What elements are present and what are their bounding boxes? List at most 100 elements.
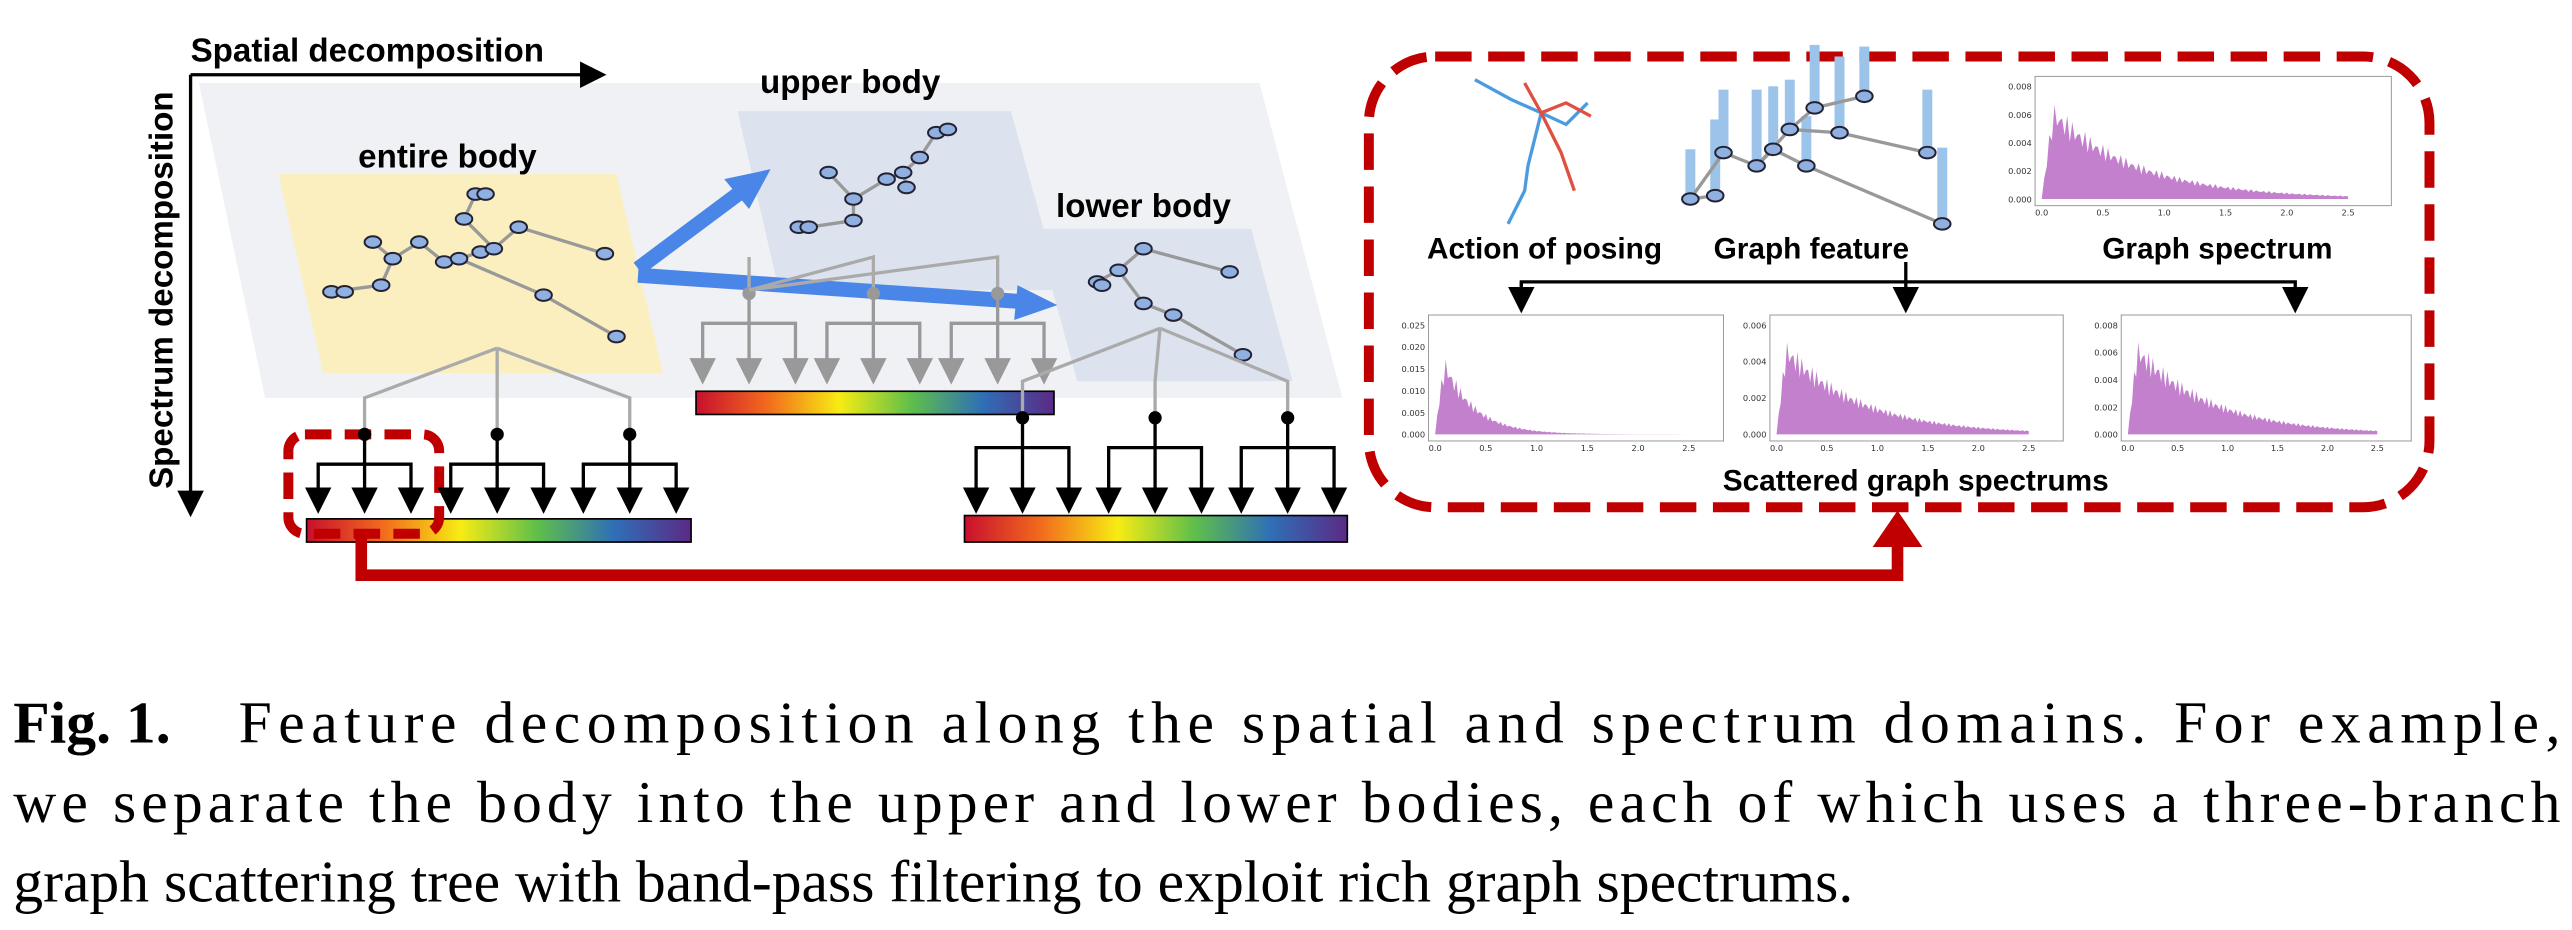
graph-edge <box>1689 151 1725 200</box>
x-tick-label: 0.5 <box>1479 443 1492 453</box>
tree-node <box>866 286 880 301</box>
x-tick-label: 1.0 <box>1871 443 1884 453</box>
panel-label: Scattered graph spectrums <box>1723 465 2109 498</box>
y-tick-label: 0.008 <box>2094 320 2118 330</box>
y-tick-label: 0.020 <box>1402 342 1426 352</box>
x-tick-label: 2.0 <box>1632 443 1645 453</box>
feature-bar <box>1834 56 1845 133</box>
feature-bar <box>1685 149 1696 200</box>
graph-node <box>1918 145 1937 160</box>
graph-node <box>335 285 354 299</box>
graph-node <box>844 192 863 206</box>
x-tick-label: 0.0 <box>1429 443 1442 453</box>
x-tick-label: 0.0 <box>1770 443 1783 453</box>
tree-branch <box>496 346 632 435</box>
graph-node <box>449 251 469 266</box>
split-arrows <box>633 169 1058 320</box>
x-tick-label: 0.0 <box>2121 443 2134 453</box>
caption-line: we separate the body into the upper and … <box>13 769 2560 835</box>
panel-label: Graph spectrum <box>2102 233 2332 266</box>
x-tick-label: 2.5 <box>2342 208 2355 218</box>
upper-panel <box>737 111 1061 291</box>
caption-line: Feature decomposition along the spatial … <box>239 690 2561 756</box>
tree-node <box>490 427 504 441</box>
graph-edge <box>1172 313 1244 357</box>
x-tick-label: 2.5 <box>1682 443 1695 453</box>
x-tick-label: 2.0 <box>2280 208 2293 218</box>
tree-fork <box>1239 445 1336 508</box>
x-tick-label: 2.0 <box>2321 443 2334 453</box>
y-tick-label: 0.006 <box>2094 348 2118 358</box>
tree-node <box>1281 411 1295 425</box>
x-tick-label: 2.5 <box>2022 443 2035 453</box>
panel-label: Action of posing <box>1427 233 1662 266</box>
branch-bracket <box>1508 261 2309 314</box>
tree-fork <box>1107 445 1204 508</box>
graph-node <box>1681 192 1700 206</box>
histogram-shape <box>1776 341 2029 435</box>
x-tick-label: 2.0 <box>1972 443 1985 453</box>
y-tick-label: 0.004 <box>1743 357 1767 367</box>
tree-fork <box>581 462 678 508</box>
tree-branch <box>1153 328 1162 418</box>
link-arrow <box>355 533 1904 582</box>
x-tick-label: 0.0 <box>2035 208 2048 218</box>
graph-edge <box>542 293 618 339</box>
y-tick-label: 0.002 <box>1743 393 1767 403</box>
y-tick-label: 0.000 <box>2094 430 2118 440</box>
graph-node <box>938 122 958 137</box>
x-tick-label: 0.5 <box>2096 208 2109 218</box>
tree-node <box>357 427 372 441</box>
caption-label: Fig. 1. <box>13 690 170 756</box>
y-tick-label: 0.006 <box>1743 320 1767 330</box>
histogram-shape <box>2041 104 2349 200</box>
graph-node <box>1747 159 1766 173</box>
tree-node <box>1148 411 1162 425</box>
feature-bar <box>1809 44 1820 108</box>
graph-node <box>819 165 838 180</box>
part-label: lower body <box>1056 188 1231 225</box>
graph-node <box>1092 278 1112 292</box>
graph-node <box>534 288 553 302</box>
tree-branch <box>1159 326 1290 418</box>
x-tick-label: 1.0 <box>1530 443 1543 453</box>
graph-node <box>877 172 896 186</box>
x-tick-label: 0.5 <box>2171 443 2184 453</box>
graph-node <box>1233 348 1253 362</box>
caption-line: graph scattering tree with band-pass fil… <box>13 849 1853 915</box>
feature-bar <box>1937 147 1948 224</box>
tree-branch <box>1020 326 1161 418</box>
tree-fork <box>974 445 1071 508</box>
feature-bar <box>1718 89 1729 153</box>
feature-bar <box>1710 119 1721 196</box>
tree-fork <box>316 462 413 508</box>
spatial-label: Spatial decomposition <box>191 32 544 69</box>
graph-node <box>1134 296 1153 311</box>
graph-node <box>607 329 626 344</box>
histogram-shape <box>1435 359 1689 435</box>
part-label: upper body <box>760 64 941 101</box>
feature-bar <box>1922 89 1933 153</box>
tree-branch <box>748 255 1000 294</box>
part-label: entire body <box>358 139 537 176</box>
spectrum-bar <box>963 514 1349 543</box>
x-tick-label: 1.0 <box>2158 208 2171 218</box>
graph-node <box>799 220 819 234</box>
feature-bar <box>1768 86 1779 150</box>
tree-fork <box>825 321 922 378</box>
y-tick-label: 0.004 <box>2094 375 2118 385</box>
y-tick-label: 0.010 <box>1402 386 1426 396</box>
x-tick-label: 1.5 <box>2219 208 2232 218</box>
x-tick-label: 1.5 <box>1581 443 1594 453</box>
graph-node <box>476 187 495 201</box>
y-tick-label: 0.004 <box>2008 138 2032 148</box>
graph-node <box>371 278 391 292</box>
tree-node <box>991 286 1005 301</box>
x-tick-label: 2.5 <box>2371 443 2384 453</box>
graph-node <box>910 150 930 165</box>
graph-node <box>1134 241 1153 256</box>
graph-node <box>454 212 474 226</box>
graph-node <box>595 246 615 261</box>
y-tick-label: 0.000 <box>2008 194 2032 204</box>
tree-fork <box>701 321 798 378</box>
